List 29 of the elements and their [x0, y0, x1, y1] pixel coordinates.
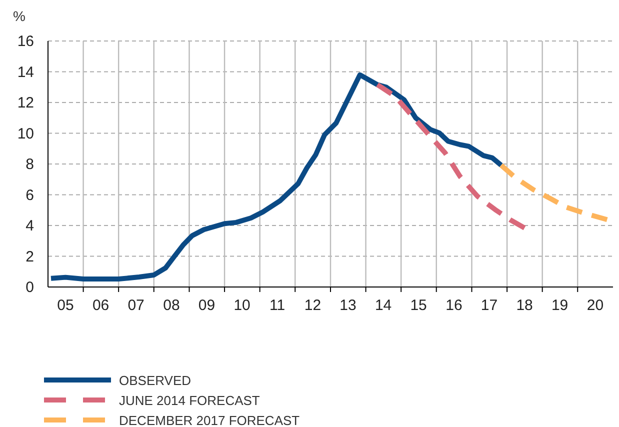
x-tick-label: 11	[270, 297, 286, 314]
legend-label: DECEMBER 2017 FORECAST	[119, 413, 300, 427]
x-tick-label: 05	[57, 297, 74, 314]
x-tick-label: 17	[480, 297, 498, 314]
x-tick-label: 06	[92, 297, 110, 314]
x-tick-label: 09	[198, 297, 216, 314]
x-tick-label: 19	[551, 297, 568, 314]
x-tick-label: 20	[586, 297, 604, 314]
y-tick-label: 4	[26, 218, 34, 234]
x-tick-label: 07	[128, 297, 144, 314]
x-tick-label: 15	[410, 297, 427, 314]
y-axis-title: %	[13, 8, 26, 24]
x-tick-label: 16	[446, 297, 462, 314]
y-tick-label: 12	[17, 94, 34, 112]
x-tick-label: 14	[374, 297, 392, 314]
x-tick-label: 13	[340, 297, 356, 314]
x-tick-label: 12	[304, 297, 322, 314]
y-tick-label: 10	[17, 125, 34, 142]
y-tick-label: 2	[26, 248, 34, 266]
y-tick-label: 0	[26, 279, 34, 296]
x-tick-label: 10	[234, 297, 250, 314]
x-tick-label: 08	[163, 297, 180, 314]
y-tick-label: 8	[26, 156, 34, 173]
y-tick-label: 6	[26, 186, 34, 204]
y-tick-label: 14	[17, 64, 34, 81]
y-tick-label: 16	[17, 33, 34, 50]
legend-label: JUNE 2014 FORECAST	[119, 393, 260, 408]
x-tick-label: 18	[516, 297, 533, 314]
legend-label: OBSERVED	[119, 373, 192, 388]
